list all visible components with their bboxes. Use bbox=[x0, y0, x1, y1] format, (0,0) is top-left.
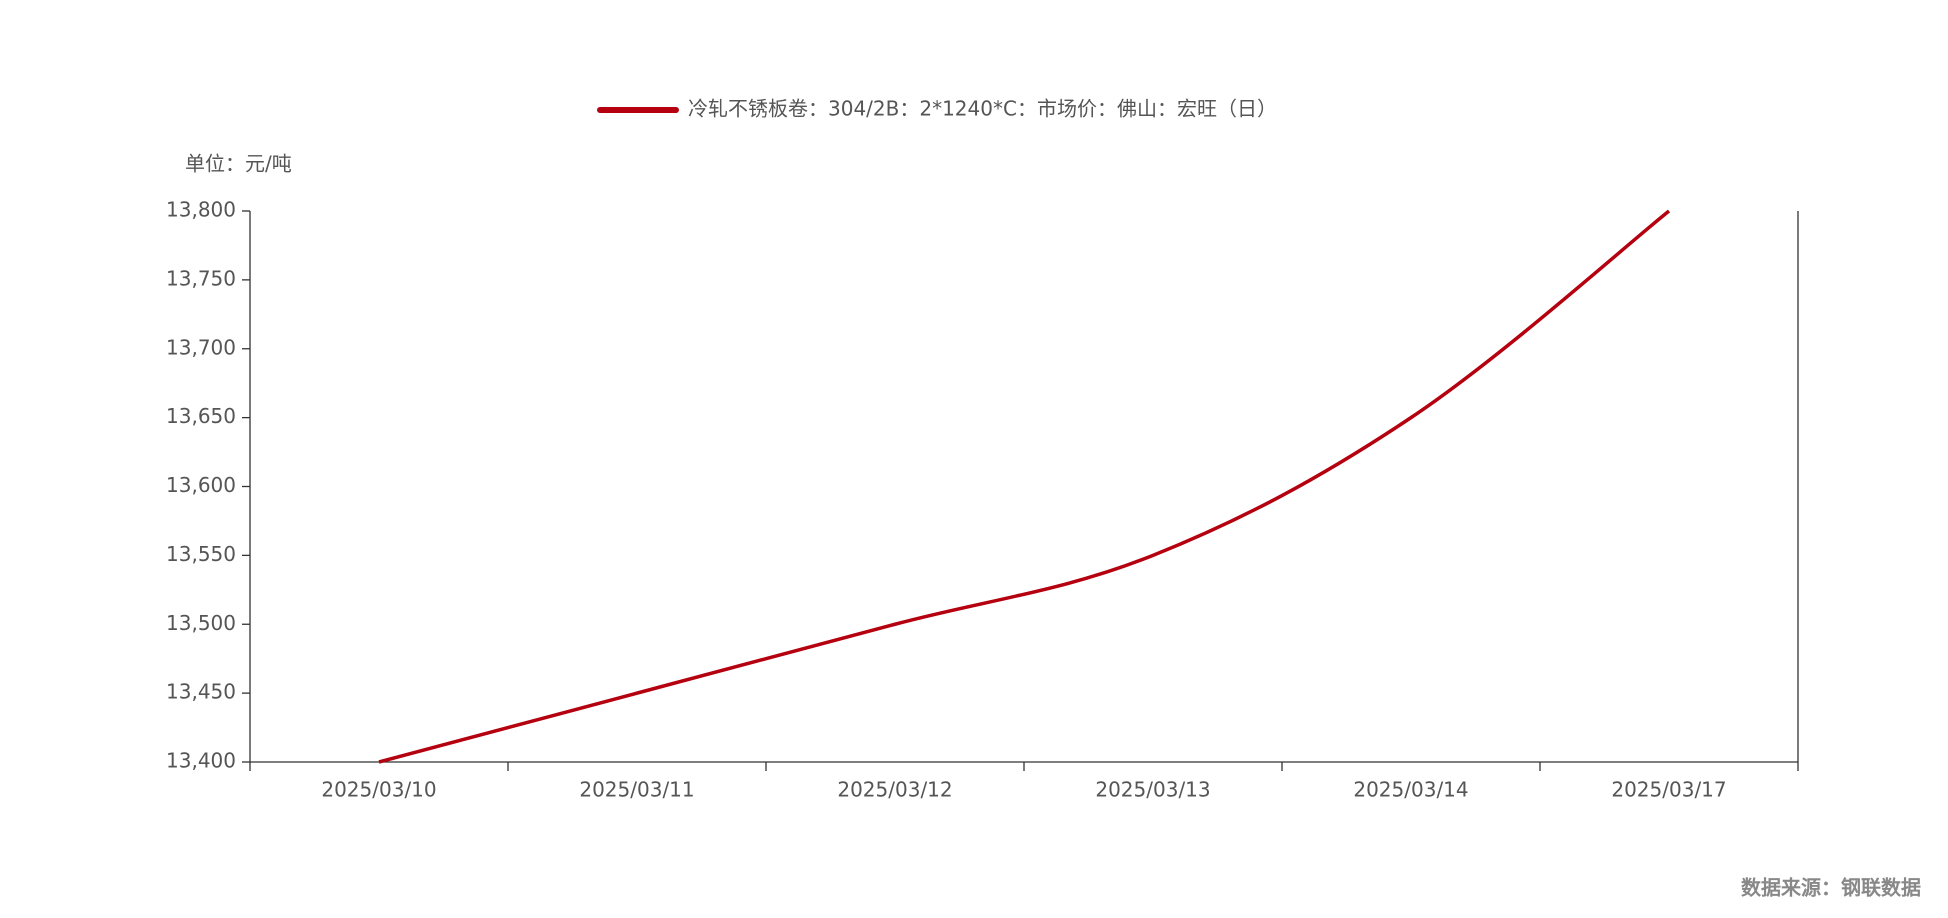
y-tick-label: 13,800 bbox=[166, 198, 236, 222]
y-tick-label: 13,550 bbox=[166, 542, 236, 566]
y-tick-label: 13,700 bbox=[166, 335, 236, 359]
y-tick-label: 13,650 bbox=[166, 404, 236, 428]
y-tick-label: 13,600 bbox=[166, 473, 236, 497]
y-tick-label: 13,750 bbox=[166, 266, 236, 290]
y-tick-label: 13,450 bbox=[166, 680, 236, 704]
line-series bbox=[378, 209, 1671, 764]
y-tick-label: 13,500 bbox=[166, 611, 236, 635]
legend-label: 冷轧不锈板卷：304/2B：2*1240*C：市场价：佛山：宏旺（日） bbox=[688, 97, 1277, 121]
source: 数据来源：钢联数据 bbox=[1741, 876, 1921, 900]
x-tick-label: 2025/03/11 bbox=[579, 778, 694, 802]
y-tick-label: 13,400 bbox=[166, 749, 236, 773]
x-tick-label: 2025/03/12 bbox=[837, 778, 952, 802]
y-axis-label: 单位：元/吨 bbox=[185, 152, 292, 176]
x-tick-label: 2025/03/14 bbox=[1353, 778, 1468, 802]
x-tick-label: 2025/03/10 bbox=[321, 778, 436, 802]
x-tick-label: 2025/03/17 bbox=[1611, 778, 1726, 802]
x-tick-label: 2025/03/13 bbox=[1095, 778, 1210, 802]
